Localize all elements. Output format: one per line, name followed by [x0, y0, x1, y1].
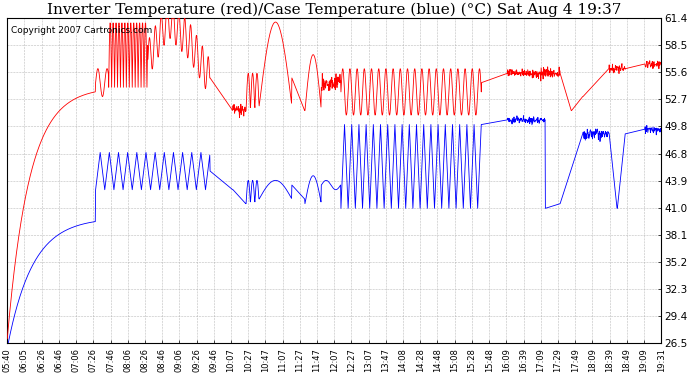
- Title: Inverter Temperature (red)/Case Temperature (blue) (°C) Sat Aug 4 19:37: Inverter Temperature (red)/Case Temperat…: [47, 3, 622, 17]
- Text: Copyright 2007 Cartronics.com: Copyright 2007 Cartronics.com: [10, 27, 152, 36]
